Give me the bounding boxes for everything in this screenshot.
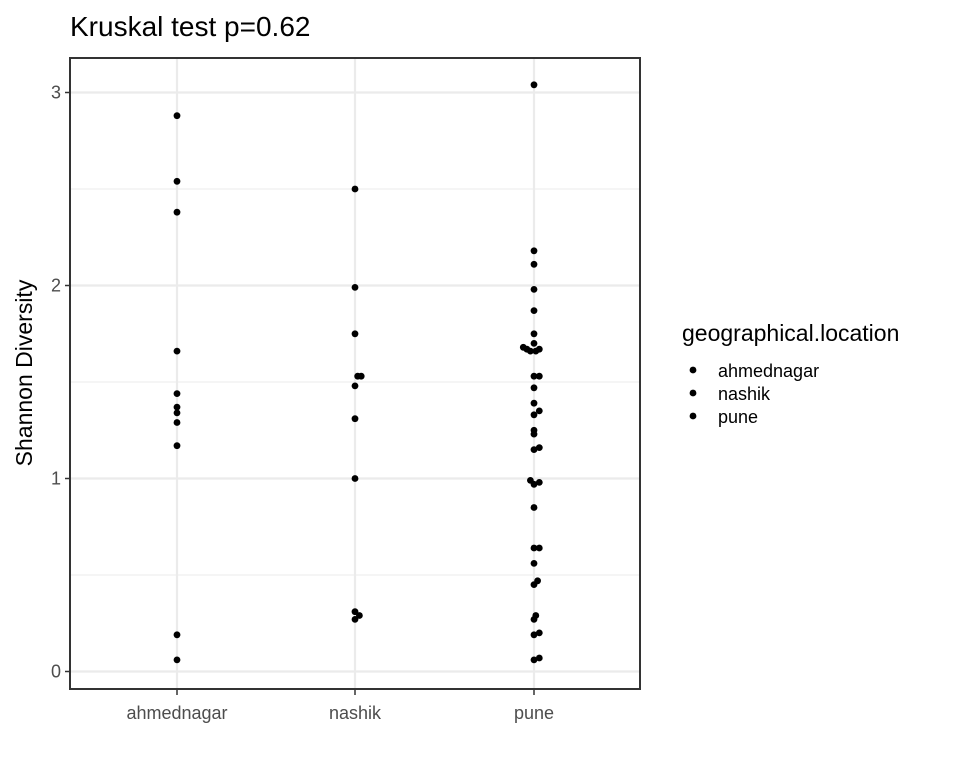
data-point-ahmednagar [173, 409, 181, 417]
data-point-ahmednagar [173, 656, 181, 664]
y-axis-label: Shannon Diversity [11, 279, 37, 466]
y-tick-label: 0 [51, 662, 61, 682]
y-tick-label: 2 [51, 276, 61, 296]
data-point-pune [530, 286, 538, 293]
data-point-pune [530, 656, 538, 664]
data-point-pune [535, 407, 543, 415]
data-point-pune [530, 631, 538, 639]
data-point-pune [530, 581, 538, 588]
legend-key [689, 366, 697, 374]
data-point-pune [535, 372, 543, 380]
x-tick-label: nashik [329, 703, 382, 723]
legend-title: geographical.location [682, 320, 899, 346]
data-point-nashik [351, 330, 359, 338]
data-point-nashik [351, 382, 359, 390]
data-point-nashik [351, 608, 359, 616]
data-point-pune [535, 544, 543, 552]
legend-label: pune [718, 407, 758, 427]
legend: geographical.location ahmednagar nashik pu… [682, 320, 899, 427]
data-point-ahmednagar [173, 177, 181, 185]
data-point-ahmednagar [173, 390, 181, 397]
data-point-nashik [351, 185, 359, 193]
data-point-nashik [351, 616, 359, 623]
data-point-pune [530, 384, 538, 392]
data-point-pune [530, 247, 538, 255]
data-point-ahmednagar [173, 631, 181, 639]
data-point-pune [535, 654, 543, 662]
data-point-pune [527, 347, 534, 355]
data-point-pune [530, 446, 538, 453]
data-point-nashik [357, 372, 365, 380]
data-point-pune [530, 340, 538, 347]
data-point-pune [530, 372, 538, 380]
data-point-pune [535, 629, 543, 637]
data-point-ahmednagar [173, 442, 181, 450]
data-point-ahmednagar [173, 403, 181, 411]
data-point-nashik [356, 612, 363, 619]
data-point-pune [530, 399, 538, 407]
data-point-pune [530, 560, 538, 567]
data-point-nashik [351, 475, 359, 482]
x-tick-label: ahmednagar [126, 703, 227, 723]
data-point-pune [530, 616, 538, 623]
x-tick-label: pune [514, 703, 554, 723]
data-point-ahmednagar [173, 419, 181, 426]
legend-key [689, 389, 697, 397]
data-point-nashik [351, 284, 359, 291]
y-tick-label: 1 [51, 469, 61, 489]
data-point-pune [530, 411, 538, 419]
data-point-pune [530, 260, 538, 268]
data-point-ahmednagar [173, 208, 181, 216]
data-point-pune [530, 480, 538, 488]
data-point-ahmednagar [173, 112, 181, 120]
data-point-pune [535, 479, 543, 486]
data-point-pune [530, 504, 538, 511]
legend-key [689, 412, 697, 420]
data-point-pune [530, 307, 538, 314]
data-point-pune [530, 430, 538, 438]
legend-label: ahmednagar [718, 361, 819, 381]
data-point-nashik [351, 415, 359, 423]
data-point-pune [530, 330, 538, 338]
data-point-ahmednagar [173, 347, 181, 355]
chart-title: Kruskal test p=0.62 [70, 11, 310, 42]
data-point-pune [530, 544, 538, 552]
legend-label: nashik [718, 384, 771, 404]
data-point-pune [535, 444, 543, 451]
y-tick-label: 3 [51, 83, 61, 103]
data-point-pune [530, 81, 538, 89]
plot-area: 0 1 2 3 ahmednagar nashik pune [51, 57, 641, 723]
data-point-pune [535, 345, 543, 353]
